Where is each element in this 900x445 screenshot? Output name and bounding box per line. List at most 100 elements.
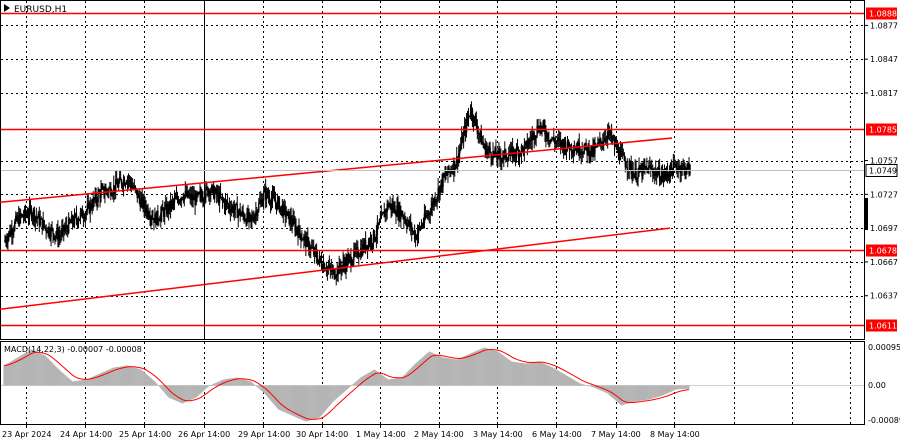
candle-body xyxy=(559,139,562,146)
price-axis[interactable]: 1.0877 1.0847 1.0817 1.0757 1.0727 1.0697 1.06… xyxy=(864,21,898,301)
candle-body xyxy=(256,211,258,216)
level-price-label: 1.0678 xyxy=(869,247,897,256)
candle-body xyxy=(419,227,422,229)
candle-body xyxy=(87,202,89,205)
time-axis[interactable]: 23 Apr 2024 24 Apr 14:00 25 Apr 14:00 26 Ap… xyxy=(2,424,700,439)
candle-body xyxy=(227,204,230,206)
candle-body xyxy=(575,148,578,151)
candle-body xyxy=(358,256,360,258)
candle-body xyxy=(439,185,441,196)
candle-body xyxy=(278,198,281,212)
candle-body xyxy=(462,131,465,143)
candle-body xyxy=(523,144,526,154)
candle-body xyxy=(84,214,87,220)
candle-body xyxy=(53,234,55,239)
candle-body xyxy=(542,123,544,127)
candle-body xyxy=(455,165,457,170)
candle-body xyxy=(486,150,488,156)
macd-tick-label: -0.00089 xyxy=(868,416,900,425)
candle-body xyxy=(204,197,206,201)
candle-body xyxy=(41,218,43,230)
candle-body xyxy=(75,214,78,220)
candle-body xyxy=(483,145,485,149)
candle-body xyxy=(291,223,293,226)
chart-shift-marker[interactable] xyxy=(864,198,868,230)
macd-tick-label: 0.00 xyxy=(868,381,886,390)
candle-body xyxy=(373,230,376,241)
candle-body xyxy=(397,205,399,218)
candle-body xyxy=(163,210,165,217)
candle-body xyxy=(112,193,114,196)
candle-body xyxy=(352,260,354,264)
candle-body xyxy=(182,198,185,201)
candle-body xyxy=(443,173,445,177)
candle-body xyxy=(289,216,291,224)
candle-body xyxy=(195,193,197,206)
candle-body xyxy=(50,227,52,237)
candle-body xyxy=(5,240,7,242)
candle-body xyxy=(488,147,490,150)
candle-body xyxy=(395,214,397,216)
candle-body xyxy=(408,220,410,224)
candle-body xyxy=(555,141,557,144)
candle-body xyxy=(223,201,226,208)
candle-body xyxy=(156,210,158,225)
candle-body xyxy=(94,193,96,200)
candle-body xyxy=(367,241,370,250)
candle-body xyxy=(645,166,647,169)
candle-body xyxy=(44,225,46,228)
candle-body xyxy=(38,213,40,225)
candle-body xyxy=(189,193,191,196)
candle-body xyxy=(215,188,218,196)
candle-body xyxy=(626,167,628,171)
candle-body xyxy=(491,158,493,160)
candle-body xyxy=(445,174,447,176)
candle-body xyxy=(251,216,253,220)
candle-body xyxy=(203,199,205,201)
candle-body xyxy=(417,226,420,234)
candle-body xyxy=(665,170,668,173)
candle-body xyxy=(217,192,220,203)
candle-body xyxy=(46,231,48,234)
candle-body xyxy=(516,147,519,150)
candle-body xyxy=(15,215,17,222)
candle-body xyxy=(615,142,618,150)
candle-body xyxy=(121,185,124,188)
candle-body xyxy=(299,226,301,234)
candle-body xyxy=(228,204,231,209)
candle-body xyxy=(222,200,225,202)
candle-body xyxy=(333,269,335,279)
candle-body xyxy=(115,179,117,192)
candle-body xyxy=(438,188,440,196)
candle-body xyxy=(208,190,210,196)
candle-body xyxy=(531,135,533,141)
candle-body xyxy=(637,171,639,179)
candle-body xyxy=(518,152,521,158)
level-price-label: 1.0611 xyxy=(869,322,897,331)
candle-body xyxy=(91,207,93,209)
candle-body xyxy=(82,217,85,219)
candle-body xyxy=(253,219,255,221)
candle-body xyxy=(551,138,553,140)
candle-body xyxy=(369,238,372,245)
candle-body xyxy=(457,156,459,163)
candle-body xyxy=(612,138,615,140)
candle-body xyxy=(286,211,288,216)
candle-body xyxy=(213,185,215,199)
candle-body xyxy=(361,243,364,256)
symbol-label: EURUSD,H1 xyxy=(4,4,67,15)
candle-body xyxy=(605,138,607,139)
candle-body xyxy=(260,199,262,202)
candle-body xyxy=(226,201,229,205)
candle-body xyxy=(315,251,318,259)
candle-body xyxy=(365,245,368,250)
candle-body xyxy=(427,212,430,216)
candle-body xyxy=(584,142,586,148)
candle-body xyxy=(485,144,487,156)
candle-body xyxy=(301,239,303,241)
candle-body xyxy=(517,149,520,158)
candle-body xyxy=(292,218,294,226)
candle-body xyxy=(636,178,638,181)
candle-body xyxy=(510,147,513,149)
